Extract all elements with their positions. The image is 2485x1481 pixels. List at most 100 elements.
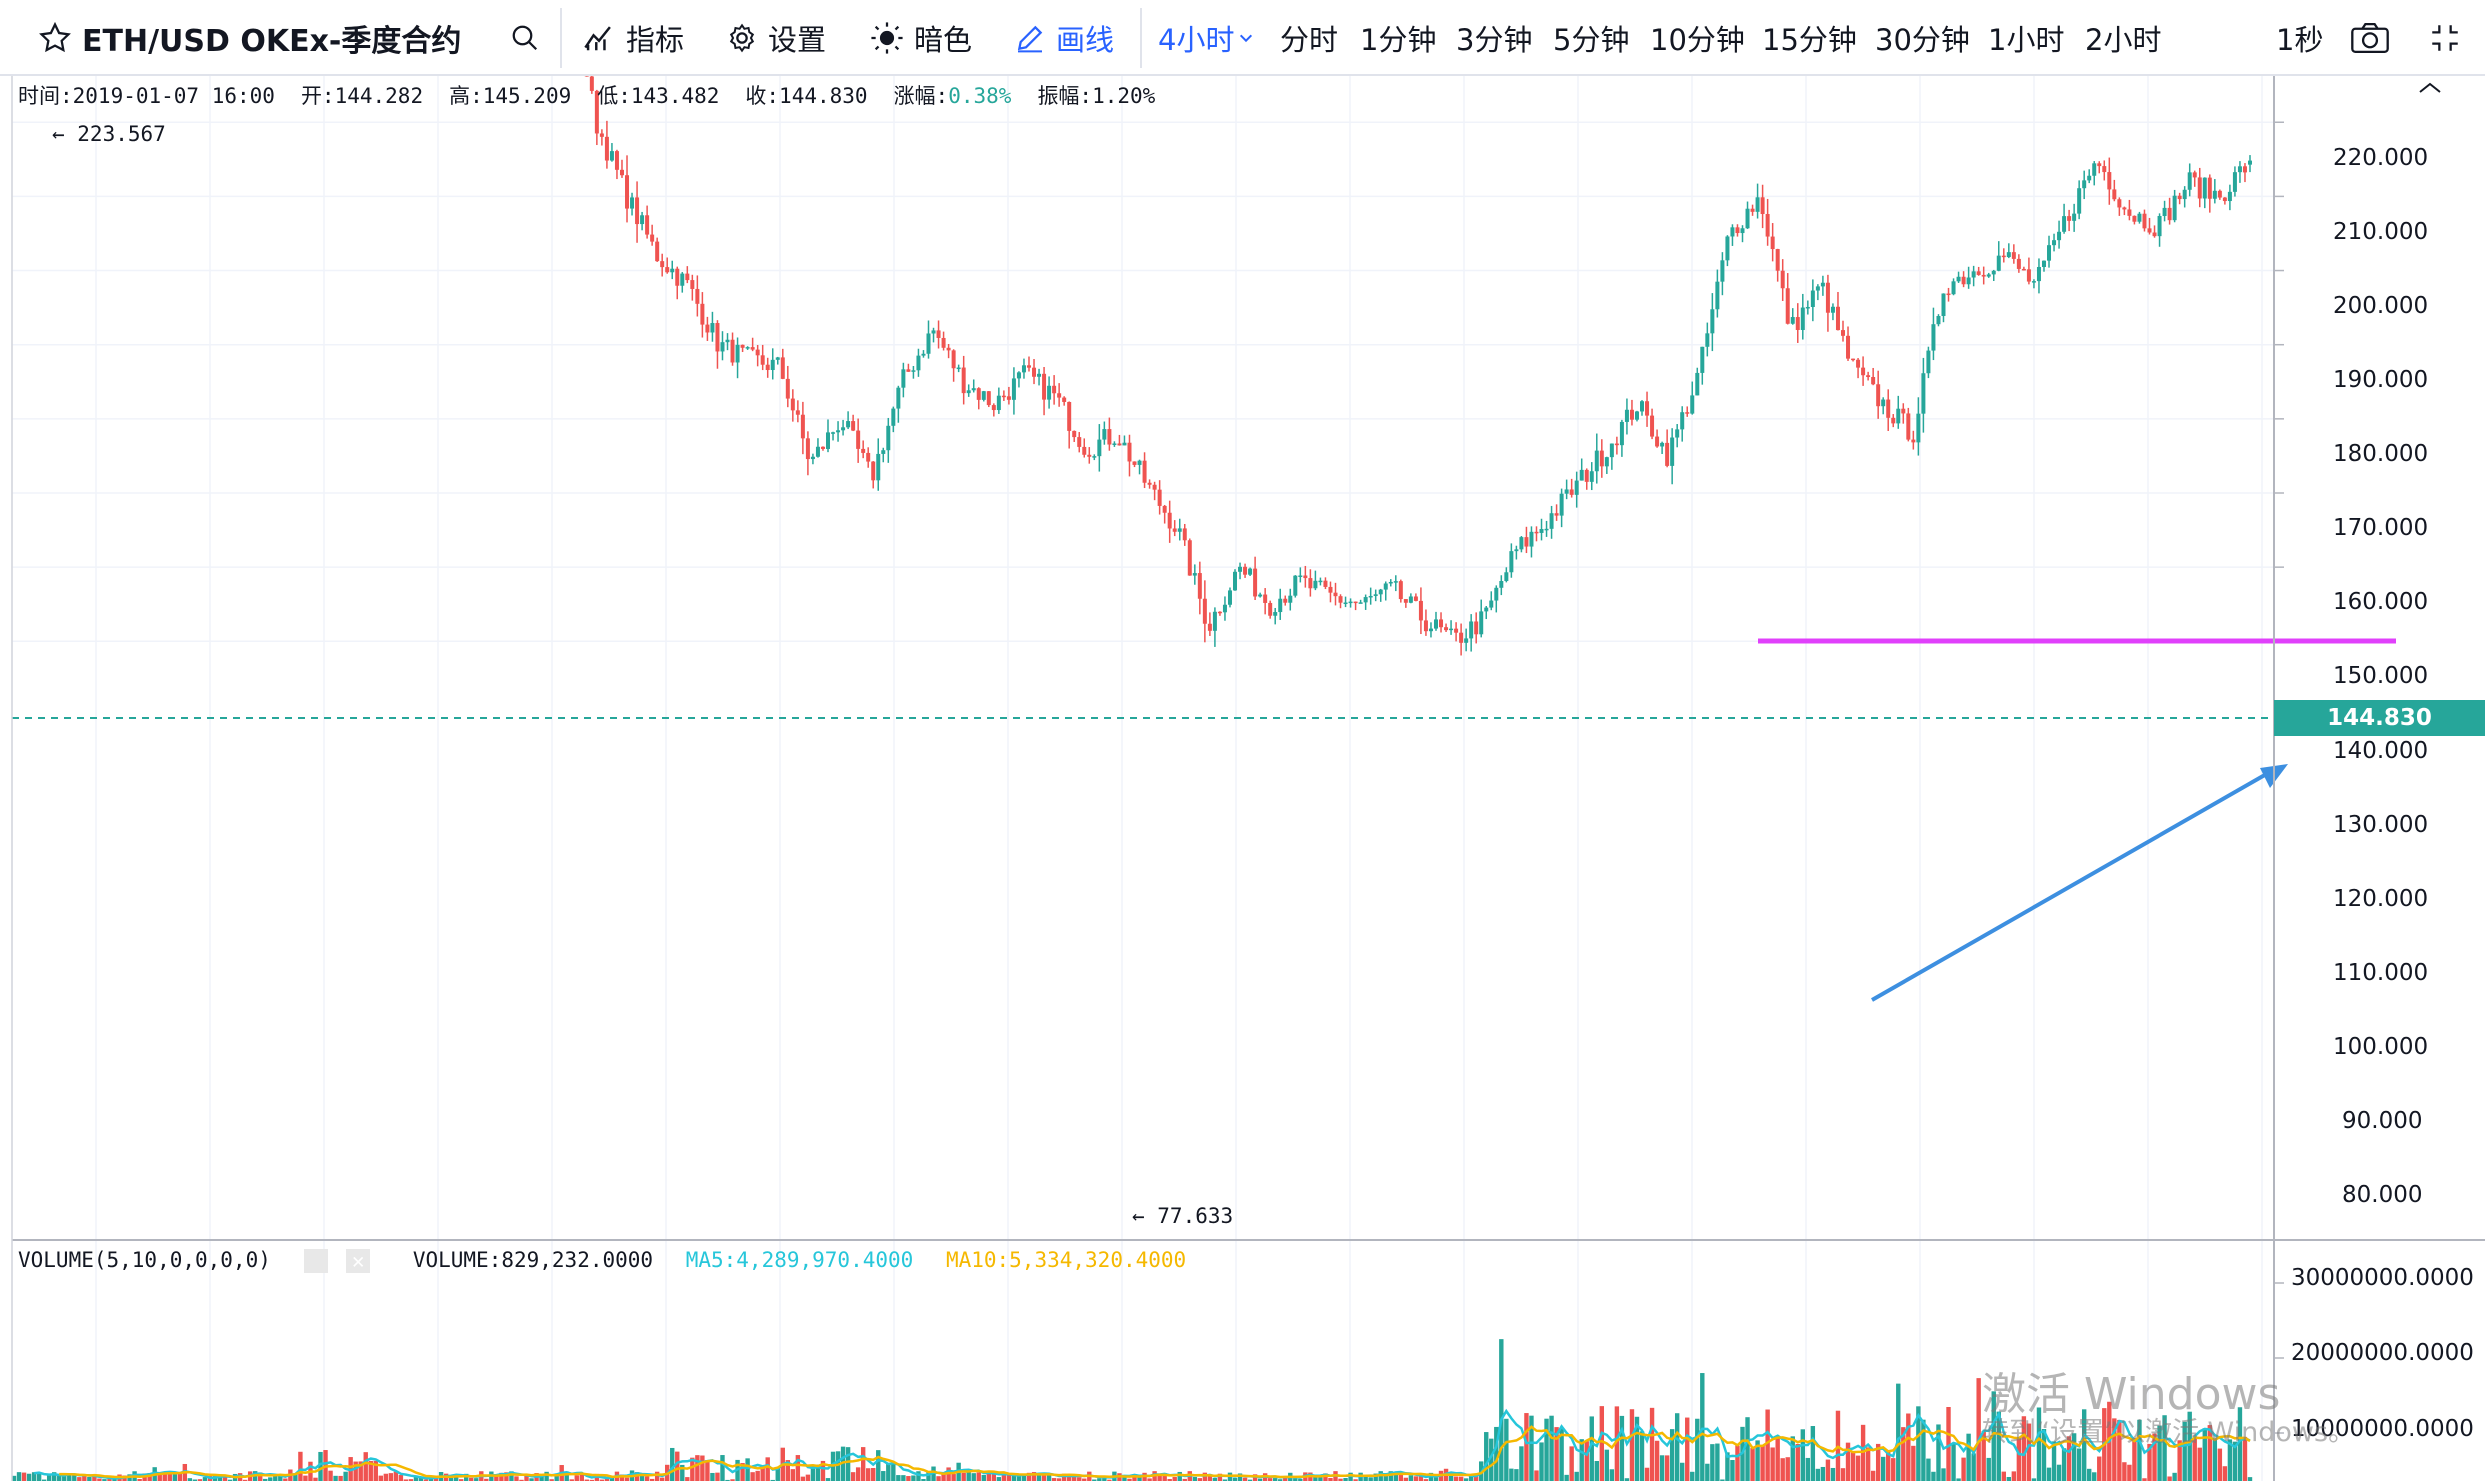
- search-button[interactable]: [510, 0, 550, 76]
- favorite-button[interactable]: ETH/USD OKEx-季度合约: [38, 0, 461, 76]
- volume-bar: [1865, 1447, 1871, 1481]
- volume-bar: [896, 1475, 901, 1481]
- price-axis-label: 100.000: [2333, 1034, 2429, 1060]
- candle-body: [2227, 191, 2232, 202]
- volume-bar: [891, 1463, 896, 1481]
- interval-item[interactable]: 5分钟: [1553, 0, 1629, 76]
- candle-body: [2082, 180, 2087, 189]
- candle-body: [750, 347, 755, 350]
- settings-button[interactable]: 设置: [726, 0, 826, 76]
- volume-close-icon[interactable]: ✕: [346, 1249, 371, 1273]
- interval-item[interactable]: 10分钟: [1650, 0, 1745, 76]
- screenshot-button[interactable]: [2350, 0, 2400, 76]
- candle-body: [1197, 573, 1202, 599]
- candle-body: [1439, 619, 1444, 628]
- candle-body: [1976, 271, 1981, 275]
- legend-time: 时间:2019-01-07 16:00: [18, 84, 275, 108]
- candle-body: [1353, 601, 1358, 604]
- candle-body: [1303, 575, 1308, 579]
- volume-bar: [911, 1475, 916, 1481]
- volume-bar: [1051, 1478, 1057, 1481]
- volume-bar: [659, 1477, 665, 1481]
- candle-body: [936, 330, 941, 338]
- interval-dropdown[interactable]: 4小时: [1158, 0, 1264, 76]
- candle-body: [2147, 228, 2152, 233]
- candle-body: [1810, 290, 1815, 307]
- volume-bar: [1775, 1435, 1780, 1481]
- volume-bar: [901, 1475, 906, 1481]
- volume-bar: [363, 1452, 368, 1481]
- volume-bar: [1217, 1473, 1223, 1481]
- candle-body: [1629, 409, 1634, 420]
- candle-body: [1192, 573, 1197, 576]
- volume-bar: [1293, 1478, 1298, 1481]
- candle-body: [1459, 632, 1464, 643]
- volume-bar: [921, 1479, 926, 1481]
- volume-settings-icon[interactable]: [303, 1249, 328, 1273]
- candle-body: [881, 450, 886, 454]
- volume-bar: [2016, 1438, 2022, 1481]
- volume-bar: [313, 1477, 318, 1481]
- toolbar-divider: [560, 8, 562, 68]
- volume-bar: [298, 1451, 303, 1481]
- volume-bar: [1343, 1477, 1348, 1481]
- price-axis-label: 130.000: [2333, 812, 2429, 838]
- indicators-button[interactable]: 指标: [582, 0, 684, 76]
- candle-body: [1866, 375, 1871, 378]
- trend-line[interactable]: [1871, 770, 2271, 1002]
- fullscreen-button[interactable]: [2428, 0, 2472, 76]
- interval-item[interactable]: 分时: [1280, 0, 1338, 76]
- volume-bar: [1132, 1474, 1137, 1481]
- candle-body: [1574, 480, 1579, 495]
- volume-bar: [1609, 1469, 1615, 1481]
- volume-bar: [770, 1479, 775, 1481]
- candle-body: [650, 234, 655, 242]
- candle-body: [1840, 330, 1845, 336]
- volume-bar: [21, 1472, 27, 1481]
- draw-button[interactable]: 画线: [1014, 0, 1114, 76]
- volume-bar: [1951, 1443, 1956, 1481]
- candle-body: [1740, 228, 1745, 234]
- last-price-tag: 144.830: [2274, 700, 2485, 736]
- candle-body: [815, 446, 820, 457]
- volume-bar: [1996, 1411, 2001, 1481]
- volume-bar: [2232, 1441, 2238, 1481]
- volume-bar: [1398, 1471, 1404, 1481]
- volume-bar: [453, 1474, 459, 1481]
- candle-body: [2097, 163, 2102, 167]
- volume-series: [11, 1339, 2253, 1481]
- volume-bar: [1283, 1477, 1288, 1481]
- interval-item[interactable]: 3分钟: [1456, 0, 1532, 76]
- interval-item[interactable]: 1分钟: [1360, 0, 1436, 76]
- interval-selected: 4小时: [1158, 23, 1235, 57]
- price-chart[interactable]: [0, 76, 2485, 1481]
- theme-toggle[interactable]: 暗色: [870, 0, 972, 76]
- candle-body: [1388, 581, 1393, 584]
- volume-bar: [2157, 1425, 2162, 1481]
- candle-body: [1951, 281, 1956, 295]
- volume-bar: [1494, 1426, 1499, 1481]
- volume-bar: [509, 1471, 514, 1481]
- interval-item[interactable]: 30分钟: [1875, 0, 1970, 76]
- volume-bar: [1710, 1444, 1715, 1481]
- candle-body: [916, 355, 921, 371]
- volume-bar: [2117, 1419, 2122, 1481]
- scroll-up-chevron[interactable]: [2419, 82, 2441, 93]
- candle-body: [911, 370, 916, 372]
- volume-bar: [303, 1475, 308, 1481]
- volume-bar: [1353, 1479, 1358, 1481]
- volume-bar: [1278, 1479, 1283, 1481]
- volume-bar: [1006, 1475, 1012, 1481]
- interval-item[interactable]: 1小时: [1988, 0, 2064, 76]
- volume-bar: [820, 1460, 826, 1481]
- volume-bar: [2162, 1415, 2167, 1481]
- candle-body: [1021, 365, 1026, 373]
- candle-body: [1418, 600, 1423, 621]
- candle-body: [1373, 594, 1378, 596]
- interval-item[interactable]: 15分钟: [1762, 0, 1857, 76]
- candle-body: [2187, 172, 2192, 190]
- candle-body: [625, 175, 630, 209]
- seconds-button[interactable]: 1秒: [2276, 0, 2323, 76]
- volume-bar: [1519, 1446, 1524, 1481]
- interval-item[interactable]: 2小时: [2085, 0, 2161, 76]
